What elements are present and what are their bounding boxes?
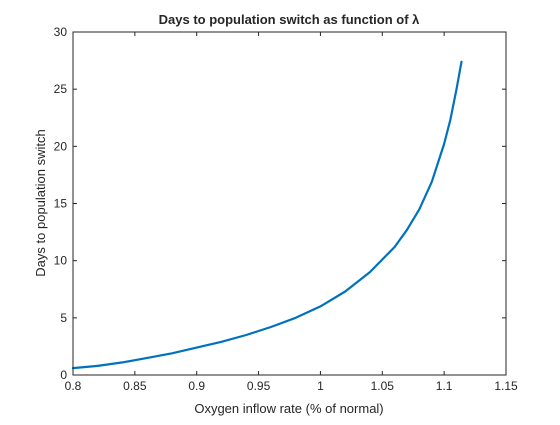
plot-area-frame (72, 31, 507, 376)
series-layer (71, 60, 463, 370)
y-tick-label: 25 (54, 82, 68, 96)
x-tick-label: 0.8 (65, 379, 82, 393)
series-line (71, 60, 463, 370)
chart-title: Days to population switch as function of… (159, 12, 421, 27)
y-tick-label: 15 (54, 197, 68, 211)
y-tick-label: 0 (60, 368, 67, 382)
axis-ticks: 0.8 0.85 0.9 0.95 1 1.05 1.1 1.15 0 5 10 15 20 25 30 (54, 25, 518, 393)
x-axis-label: Oxygen inflow rate (% of normal) (194, 401, 383, 416)
y-axis-label: Days to population switch (33, 129, 48, 276)
y-tick-label: 10 (54, 254, 68, 268)
x-tick-label: 1.15 (494, 379, 518, 393)
x-tick-label: 0.85 (123, 379, 147, 393)
x-tick-label: 0.95 (247, 379, 271, 393)
x-tick-label: 1.1 (436, 379, 453, 393)
y-tick-label: 30 (54, 25, 68, 39)
x-tick-label: 1.05 (371, 379, 395, 393)
x-tick-label: 0.9 (188, 379, 205, 393)
y-tick-label: 5 (60, 311, 67, 325)
y-tick-label: 20 (54, 139, 68, 153)
x-tick-label: 1 (317, 379, 324, 393)
